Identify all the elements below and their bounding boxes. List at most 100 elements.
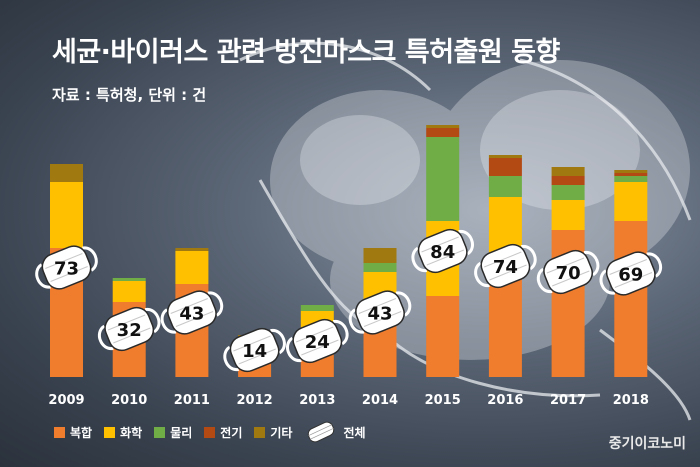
- x-tick-label: 2015: [425, 393, 461, 408]
- legend-swatch: [104, 426, 116, 438]
- mask-pleat: [50, 266, 88, 282]
- total-mask-badge: 32: [97, 306, 161, 352]
- bar-segment: [614, 173, 648, 176]
- mask-strap: [458, 230, 474, 256]
- bar-segment: [488, 278, 522, 377]
- legend-swatch: [204, 426, 216, 438]
- mask-pleat: [113, 327, 151, 344]
- legend-label: 전기: [220, 425, 243, 440]
- bar-segment: [363, 263, 397, 272]
- bar-segment: [363, 248, 397, 263]
- mask-strap: [286, 336, 302, 362]
- bar-segment: [488, 176, 522, 197]
- x-tick-label: 2018: [613, 393, 649, 408]
- bar-segment: [50, 182, 83, 248]
- mask-pleat: [489, 264, 527, 281]
- mask-pleat: [238, 348, 276, 365]
- total-mask-badge: 70: [536, 249, 600, 295]
- total-value-label: 43: [179, 304, 204, 325]
- mask-body: [104, 306, 155, 352]
- x-tick-label: 2016: [487, 393, 523, 408]
- mask-pleat: [107, 314, 146, 331]
- mask-body: [480, 243, 531, 289]
- total-value-label: 70: [556, 263, 581, 284]
- legend-swatch: [254, 426, 266, 438]
- total-value-label: 32: [117, 320, 142, 341]
- mask-body: [605, 251, 656, 296]
- mask-pleat: [363, 311, 402, 327]
- mask-pleat: [170, 298, 209, 314]
- mask-body: [167, 290, 217, 335]
- mask-pleat: [175, 311, 214, 327]
- mask-strap: [599, 269, 616, 295]
- bar-segment: [426, 128, 460, 137]
- legend-item-composite: 복합: [54, 424, 92, 441]
- bar-segment: [175, 248, 209, 251]
- mask-strap: [474, 261, 490, 287]
- total-value-label: 43: [367, 304, 392, 325]
- legend-item-electric: 전기: [204, 424, 242, 441]
- bar-segment: [175, 251, 209, 284]
- mask-strap: [348, 308, 365, 334]
- mask-pleat: [484, 251, 522, 268]
- mask-strap: [646, 252, 663, 278]
- total-mask-badge: 24: [286, 318, 349, 364]
- chart-subtitle: 자료 : 특허청, 단위 : 건: [52, 86, 207, 104]
- total-badges: 73 32 43 14 24 43 84 74 70 69: [35, 228, 663, 373]
- bar-segment: [551, 167, 585, 176]
- mask-body: [417, 228, 468, 274]
- legend-label: 화학: [120, 425, 143, 440]
- x-tick-label: 2014: [362, 393, 398, 408]
- legend-item-other: 기타: [254, 424, 292, 441]
- legend-item-total: 전체: [304, 420, 366, 444]
- bar-segment: [614, 182, 648, 221]
- legend-item-physical: 물리: [154, 424, 192, 441]
- mask-strap: [82, 246, 98, 272]
- mask-pleat: [614, 272, 653, 288]
- mask-strap: [536, 267, 553, 293]
- mask-pleat: [358, 298, 397, 314]
- total-value-label: 73: [54, 259, 79, 280]
- bar-segment: [614, 170, 648, 173]
- total-value-label: 74: [493, 257, 518, 278]
- total-mask-badge: 43: [348, 290, 412, 335]
- total-mask-badge: 74: [474, 243, 537, 289]
- legend-swatch: [54, 426, 65, 438]
- mask-strap: [160, 308, 177, 334]
- mask-pleat: [233, 335, 271, 352]
- mask-body: [292, 318, 343, 364]
- mask-pleat: [609, 259, 647, 275]
- total-value-label: 24: [305, 332, 330, 353]
- legend: 복합 화학 물리 전기 기타 전체: [54, 420, 366, 444]
- legend-label: 물리: [170, 425, 193, 440]
- mask-pleat: [421, 236, 459, 253]
- total-mask-badge: 69: [599, 251, 663, 296]
- mask-pleat: [551, 270, 590, 287]
- mask-strap: [520, 245, 537, 271]
- bar-segment: [426, 137, 460, 221]
- mask-strap: [583, 251, 600, 277]
- bar-segment: [50, 164, 83, 182]
- bar-segment: [426, 125, 460, 128]
- total-mask-badge: 84: [411, 228, 474, 274]
- total-value-label: 84: [430, 242, 455, 263]
- bar-segment: [488, 155, 522, 158]
- mask-strap: [332, 320, 349, 346]
- total-value-label: 69: [618, 265, 643, 286]
- mask-body: [355, 290, 405, 335]
- x-tick-label: 2013: [299, 393, 335, 408]
- mask-pleat: [295, 326, 334, 343]
- bar-segment: [488, 158, 522, 176]
- mask-strap: [207, 291, 224, 317]
- mask-strap: [35, 263, 51, 289]
- mask-strap: [223, 345, 240, 371]
- mask-pleat: [546, 257, 585, 274]
- bar-segment: [614, 221, 648, 377]
- legend-swatch: [154, 426, 166, 438]
- mask-icon: [308, 421, 335, 443]
- legend-label: 전체: [343, 425, 366, 440]
- mask-strap: [144, 308, 161, 334]
- x-tick-label: 2012: [237, 393, 273, 408]
